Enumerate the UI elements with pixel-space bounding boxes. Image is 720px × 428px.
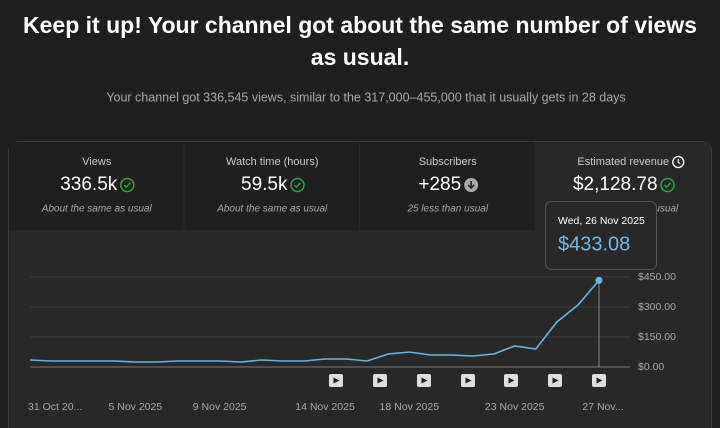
video-play (333, 377, 340, 384)
metric-value: $2,128.78 (573, 174, 658, 195)
tooltip: Wed, 26 Nov 2025 $433.08 (545, 201, 657, 270)
metrics-row: Views 336.5k About the same as usual Watch … (9, 142, 709, 230)
metric-tile (9, 142, 184, 230)
title: as usual. (311, 44, 409, 70)
check-icon (290, 177, 305, 193)
x-tick-label: 9 Nov 2025 (193, 401, 247, 413)
metric-value: +285 (418, 174, 461, 195)
metric-tile (360, 142, 535, 230)
x-tick-label: 18 Nov 2025 (380, 401, 440, 413)
revenue-line (29, 279, 600, 363)
x-tick-label: 31 Oct 20... (28, 401, 82, 413)
subtitle: Your channel got 336,545 views, similar … (106, 90, 625, 104)
metric-value: 336.5k (60, 174, 118, 195)
video-play (596, 377, 603, 384)
video-play (465, 377, 472, 384)
x-tick-label: 27 Nov... (582, 401, 623, 413)
down-arrow (467, 181, 475, 190)
x-tick-label: 23 Nov 2025 (485, 401, 545, 413)
metric-value: 59.5k (241, 174, 288, 195)
video-play (552, 377, 559, 384)
x-tick-label: 14 Nov 2025 (295, 401, 355, 413)
clock-hands (677, 159, 681, 165)
video-play (377, 377, 384, 384)
metric-label: Subscribers (419, 156, 478, 168)
metric-label: Estimated revenue (577, 156, 669, 168)
metric-tile (184, 142, 359, 230)
metric-note: About the same as usual (216, 204, 328, 215)
metric-label: Views (82, 156, 112, 168)
check-mark (293, 182, 302, 189)
y-tick-label: $300.00 (638, 301, 676, 313)
y-tick-label: $150.00 (638, 331, 676, 343)
y-tick-label: $450.00 (638, 271, 676, 283)
check-mark (663, 182, 672, 189)
chart: $0.00 $150.00 $300.00 $450.00 31 Oct 20... 5 … (28, 271, 676, 413)
x-tick-label: 5 Nov 2025 (109, 401, 163, 413)
tooltip-box (545, 201, 657, 270)
check-icon (660, 177, 675, 193)
metric-label: Watch time (hours) (226, 156, 319, 168)
title: Keep it up! Your channel got about the s… (23, 12, 697, 38)
tooltip-value: $433.08 (558, 233, 630, 255)
video-play (508, 377, 515, 384)
video-play (421, 377, 428, 384)
clock-icon (672, 155, 685, 169)
check-mark (123, 182, 131, 189)
metric-note: About the same as usual (41, 204, 153, 215)
check-icon (120, 177, 135, 193)
metric-note: 25 less than usual (406, 204, 488, 215)
hover-point (595, 276, 603, 284)
tooltip-date: Wed, 26 Nov 2025 (558, 215, 645, 227)
y-tick-label: $0.00 (638, 361, 664, 373)
